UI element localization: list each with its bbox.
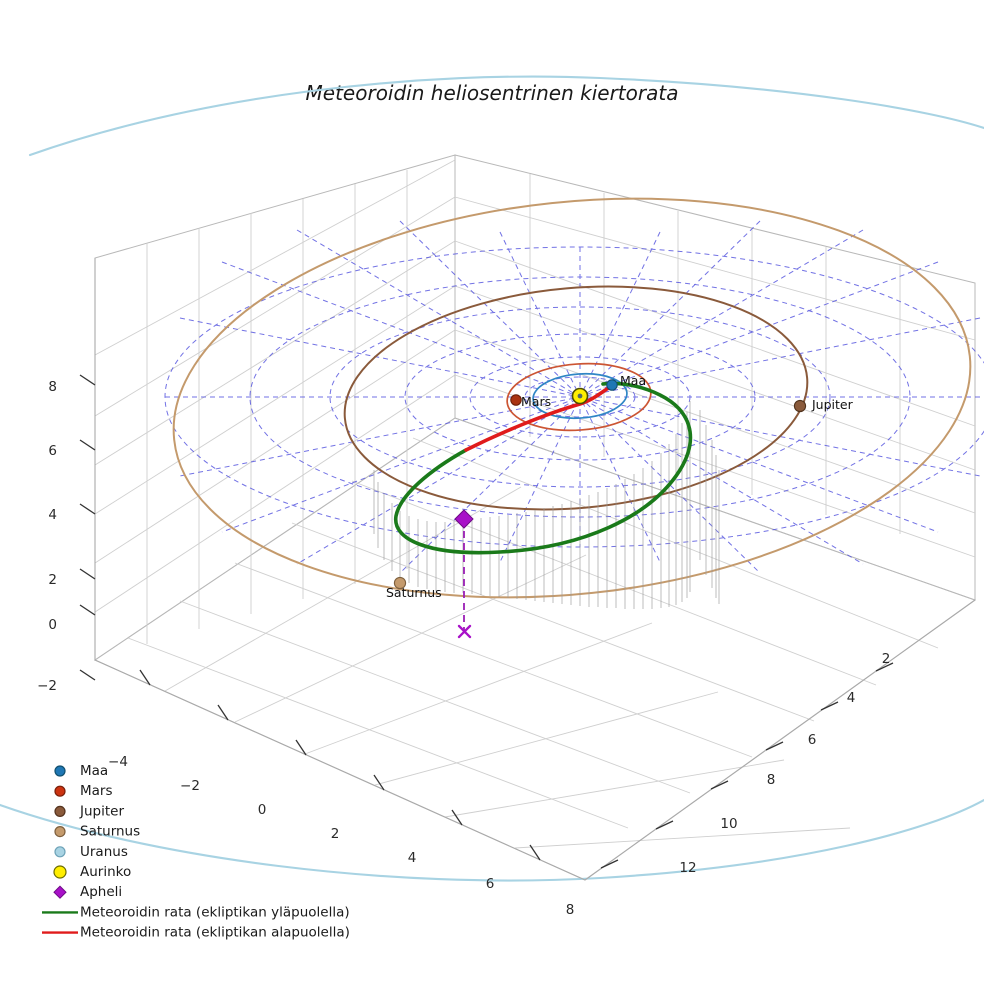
jupiter-label: Jupiter xyxy=(811,397,854,412)
orbit-uranus xyxy=(28,75,984,157)
z-tick-label-4: 0 xyxy=(48,617,57,633)
legend-marker-saturnus xyxy=(54,825,66,838)
legend-label-meteoroidin-rata-ekliptikan-yl-puolella: Meteoroidin rata (ekliptikan yläpuolella… xyxy=(80,904,350,920)
legend-marker-apheli xyxy=(53,885,67,899)
right-pane xyxy=(454,154,976,601)
planet-orbits xyxy=(0,75,984,882)
y-tick-marks xyxy=(600,662,894,869)
legend-label-uranus: Uranus xyxy=(80,844,128,860)
saturn-marker xyxy=(393,576,407,590)
legend-label-aurinko: Aurinko xyxy=(80,864,131,880)
saturn-label: Saturnus xyxy=(386,585,442,600)
orbit-uranus-lower xyxy=(0,798,984,882)
y-tick-label-2: 6 xyxy=(808,732,817,748)
orbit-jupiter xyxy=(343,285,809,511)
legend: Maa Mars Jupiter Saturnus Uranus Aurinko Aphel… xyxy=(42,763,350,941)
right-pane-grid xyxy=(454,174,976,558)
legend-marker-maa xyxy=(54,765,66,777)
left-pane-grid xyxy=(94,159,456,644)
legend-label-maa: Maa xyxy=(80,763,108,779)
z-tick-label-2: 4 xyxy=(48,507,57,523)
trajectory-stems xyxy=(373,401,720,609)
aphelion-marker xyxy=(454,509,474,529)
orbit-earth xyxy=(532,372,628,420)
y-axis: 2 4 6 8 10 12 xyxy=(584,599,976,881)
z-tick-label-1: 6 xyxy=(48,443,57,459)
z-tick-label-0: 8 xyxy=(48,379,57,395)
legend-marker-jupiter xyxy=(54,805,66,818)
y-tick-label-3: 8 xyxy=(767,772,776,788)
z-tick-label-5: −2 xyxy=(37,678,57,694)
y-tick-label-4: 10 xyxy=(720,816,737,832)
y-tick-label-0: 2 xyxy=(882,651,891,667)
legend-label-apheli: Apheli xyxy=(80,884,122,900)
z-tick-marks xyxy=(79,374,96,681)
x-axis: −4 −2 0 2 4 6 8 xyxy=(94,659,586,918)
x-tick-label-2: 0 xyxy=(258,802,267,818)
z-tick-label-3: 2 xyxy=(48,572,57,588)
body-markers: Maa Mars Jupiter Saturnus xyxy=(386,373,854,600)
orbit-saturn xyxy=(172,197,972,599)
mars-marker xyxy=(510,394,522,406)
legend-marker-aurinko xyxy=(53,865,67,879)
legend-label-jupiter: Jupiter xyxy=(79,803,124,819)
legend-label-meteoroidin-rata-ekliptikan-alapuolella: Meteoroidin rata (ekliptikan alapuolella… xyxy=(80,925,350,941)
x-tick-label-3: 2 xyxy=(331,826,340,842)
aphelion-projection-x-icon xyxy=(457,624,472,639)
legend-marker-mars xyxy=(54,785,66,797)
floor-pane xyxy=(93,417,977,881)
x-tick-label-4: 4 xyxy=(408,850,417,866)
floor-grid xyxy=(127,437,939,849)
mars-label: Mars xyxy=(521,394,551,409)
y-tick-label-5: 12 xyxy=(679,860,696,876)
trajectory-above-ecliptic xyxy=(394,381,693,555)
sun-core xyxy=(577,393,583,399)
trajectory-below-ecliptic xyxy=(464,383,616,452)
y-tick-label-1: 4 xyxy=(847,690,856,706)
x-tick-label-6: 8 xyxy=(566,902,575,918)
earth-label: Maa xyxy=(620,373,646,388)
legend-label-mars: Mars xyxy=(80,783,113,799)
x-tick-label-0: −4 xyxy=(108,754,128,770)
z-axis: 8 6 4 2 0 −2 xyxy=(37,258,96,694)
jupiter-marker xyxy=(793,399,807,413)
x-tick-label-5: 6 xyxy=(486,876,495,892)
x-tick-label-1: −2 xyxy=(180,778,200,794)
x-tick-marks xyxy=(139,669,541,861)
legend-label-saturnus: Saturnus xyxy=(80,824,140,840)
earth-marker xyxy=(606,379,618,391)
legend-marker-uranus xyxy=(54,846,66,858)
